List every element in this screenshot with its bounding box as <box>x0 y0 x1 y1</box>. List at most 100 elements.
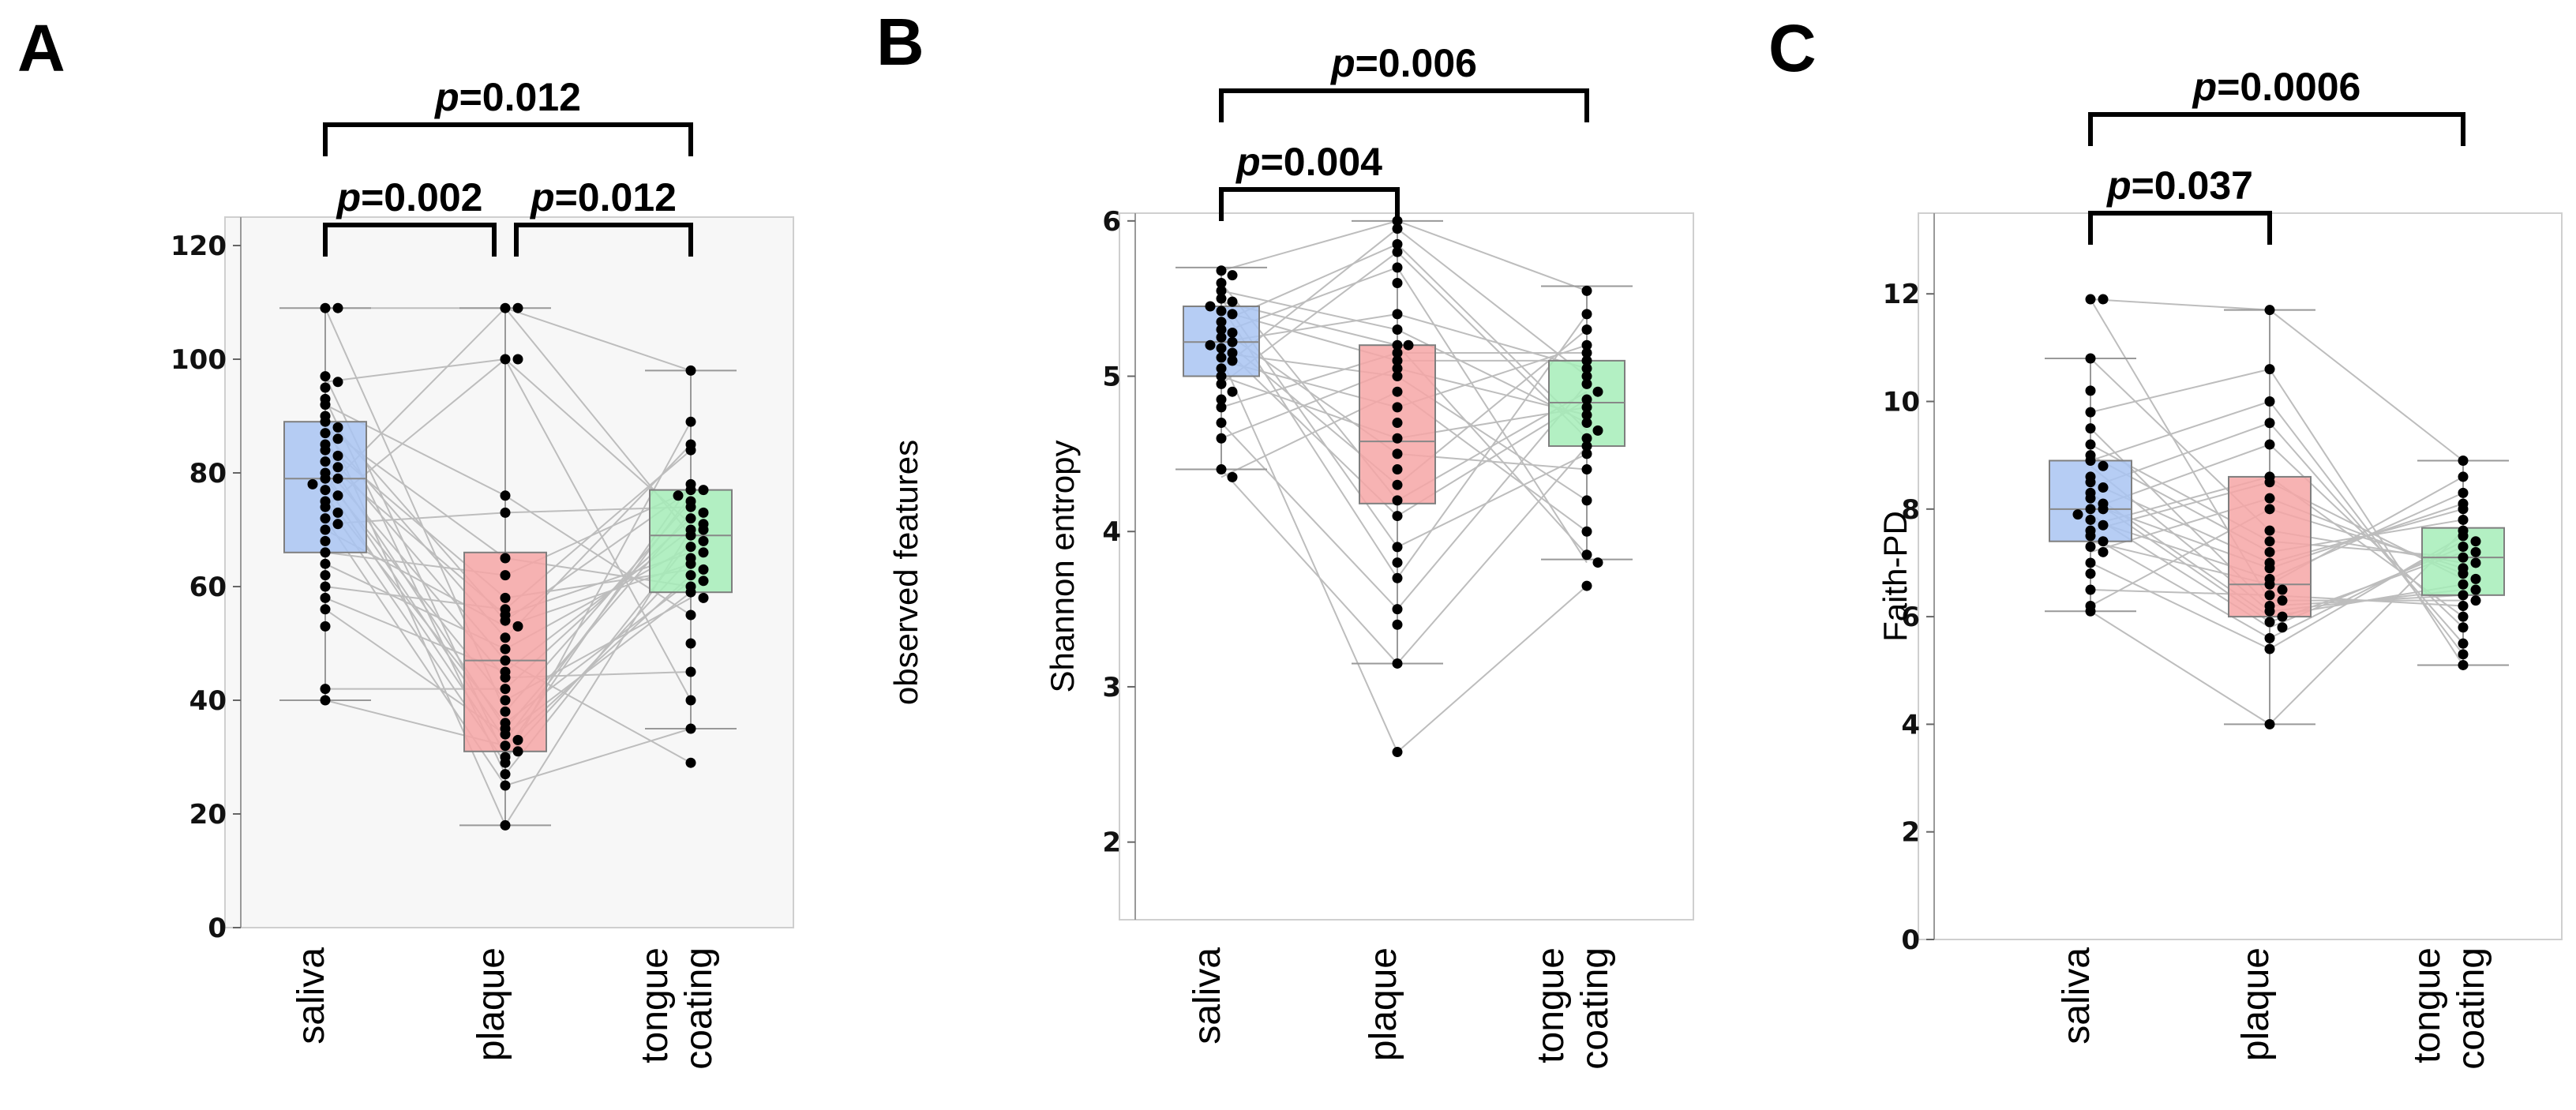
y-tick-label: 6 <box>1901 602 1920 633</box>
data-point <box>1592 557 1603 568</box>
data-point <box>2085 294 2096 305</box>
category-label: coating <box>2450 947 2492 1070</box>
data-point <box>1581 394 1592 405</box>
data-point <box>332 302 343 313</box>
data-point <box>2085 542 2096 553</box>
data-point <box>320 371 331 382</box>
data-point <box>2264 606 2275 617</box>
data-point <box>698 592 709 603</box>
data-point <box>320 416 331 427</box>
data-point <box>698 524 709 535</box>
data-point <box>320 399 331 411</box>
data-point <box>2098 504 2109 515</box>
data-point <box>1205 339 1216 351</box>
data-point <box>1216 306 1227 317</box>
data-point <box>512 734 523 745</box>
data-point <box>512 621 523 632</box>
data-point <box>2264 418 2275 429</box>
data-point <box>2277 611 2288 622</box>
category-label: tongue <box>634 947 676 1063</box>
data-point <box>698 507 709 518</box>
data-point <box>1216 433 1227 444</box>
data-point <box>332 519 343 530</box>
data-point <box>500 695 511 706</box>
data-point <box>685 723 696 734</box>
data-point <box>1392 747 1403 758</box>
data-point <box>1392 262 1403 273</box>
panel-letter-c: C <box>1768 11 1817 85</box>
data-point <box>332 462 343 473</box>
data-point <box>2264 493 2275 504</box>
data-point <box>685 501 696 512</box>
data-point <box>685 530 696 541</box>
data-point <box>2085 353 2096 364</box>
data-point <box>1581 355 1592 366</box>
data-point <box>1403 339 1414 351</box>
data-point <box>2085 385 2096 396</box>
data-point <box>1216 418 1227 429</box>
data-point <box>2458 487 2469 498</box>
significance-bracket <box>2088 112 2465 146</box>
data-point <box>1592 386 1603 397</box>
data-point <box>1581 285 1592 296</box>
y-tick-label: 4 <box>1901 709 1920 741</box>
data-point <box>500 684 511 695</box>
data-point <box>320 684 331 695</box>
data-point <box>1392 572 1403 583</box>
data-point <box>2098 460 2109 471</box>
data-point <box>1227 355 1238 366</box>
panel-letter-a: A <box>17 11 66 85</box>
data-point <box>685 365 696 376</box>
significance-bracket <box>323 122 693 156</box>
panel-b: B 2 3 4 5 6 Shannon entropy saliva plaque tongue… <box>876 5 1694 1070</box>
data-point <box>307 478 318 489</box>
data-point <box>1581 410 1592 421</box>
data-point <box>2098 536 2109 547</box>
data-point <box>2264 718 2275 729</box>
data-point <box>1592 425 1603 436</box>
data-point <box>2458 659 2469 670</box>
p-value: =0.004 <box>1261 140 1383 184</box>
data-point <box>1392 324 1403 336</box>
data-point <box>1581 526 1592 537</box>
data-point <box>685 513 696 524</box>
data-point <box>2458 590 2469 601</box>
data-point <box>1392 557 1403 568</box>
data-point <box>685 485 696 496</box>
data-point <box>1227 347 1238 358</box>
data-point <box>1581 433 1592 444</box>
y-tick-label: 120 <box>171 231 227 262</box>
data-point <box>1216 363 1227 374</box>
data-point <box>2277 584 2288 595</box>
data-point <box>2458 531 2469 542</box>
category-label: saliva <box>1187 947 1228 1044</box>
data-point <box>2098 294 2109 305</box>
data-point <box>2470 546 2481 557</box>
data-point <box>1581 371 1592 382</box>
data-point <box>1581 402 1592 413</box>
data-point <box>500 655 511 666</box>
data-point <box>1392 479 1403 490</box>
category-label: coating <box>678 947 720 1070</box>
data-point <box>1227 336 1238 347</box>
data-point <box>320 621 331 632</box>
p-symbol: p <box>1235 140 1261 184</box>
data-point <box>2458 504 2469 515</box>
data-point <box>685 695 696 706</box>
category-label: saliva <box>291 947 332 1044</box>
data-point <box>500 741 511 752</box>
data-point <box>685 757 696 768</box>
p-symbol: p <box>2192 65 2218 109</box>
data-point <box>1392 433 1403 444</box>
data-point <box>2085 606 2096 617</box>
data-point <box>1392 309 1403 320</box>
data-point <box>512 746 523 757</box>
significance-bracket <box>1219 187 1400 221</box>
data-point <box>1392 386 1403 397</box>
y-axis-title: observed features <box>887 440 924 705</box>
data-point <box>698 576 709 587</box>
data-point <box>2458 455 2469 466</box>
p-value: =0.006 <box>1355 41 1477 85</box>
data-point <box>1392 238 1403 249</box>
data-point <box>320 695 331 706</box>
